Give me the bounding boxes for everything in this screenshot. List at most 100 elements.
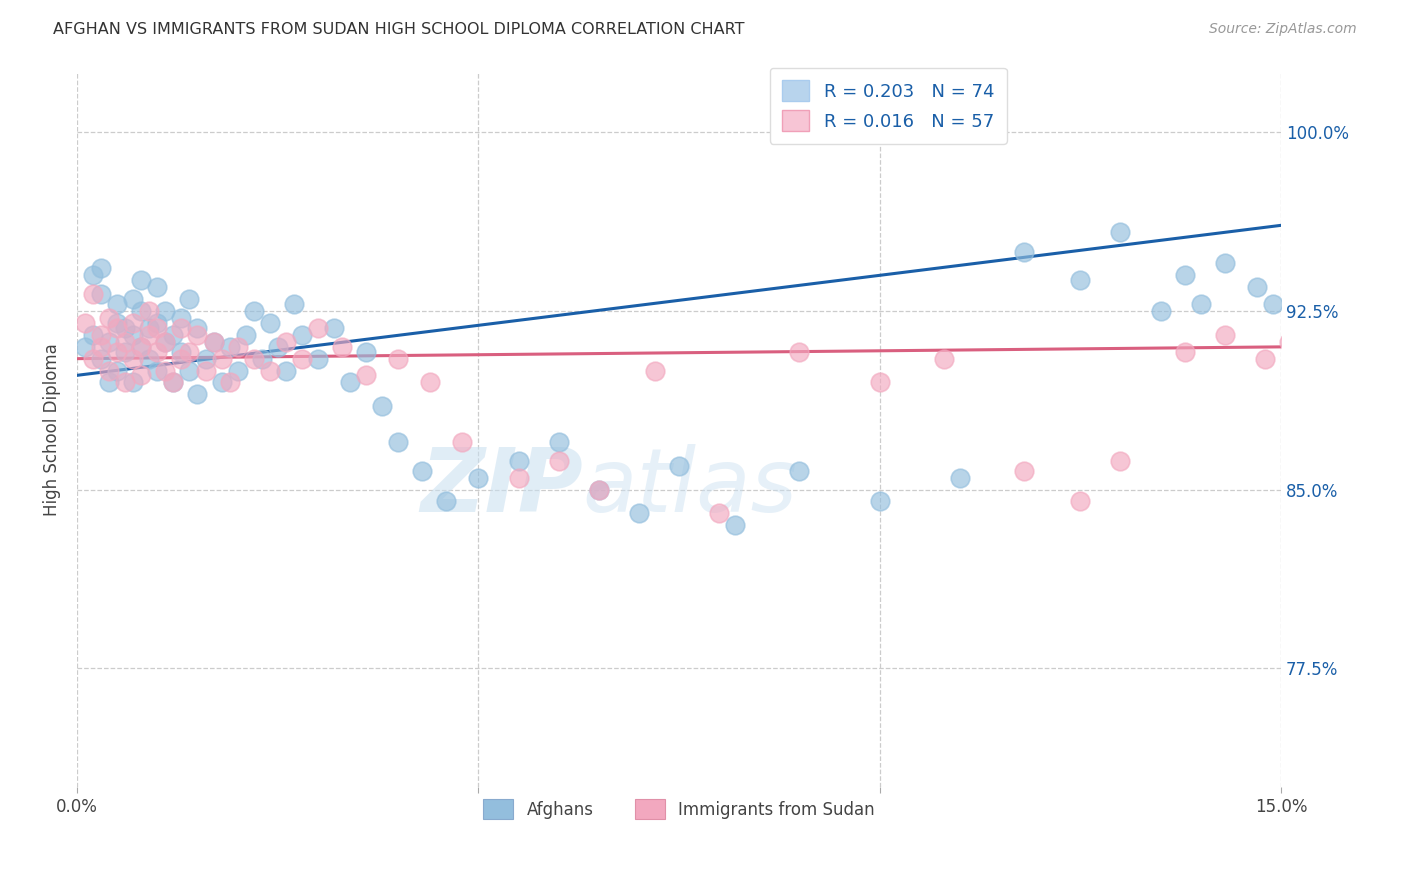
Point	[259, 363, 281, 377]
Point	[146, 316, 169, 330]
Point	[155, 334, 177, 349]
Point	[218, 340, 240, 354]
Text: ZIP: ZIP	[420, 443, 582, 531]
Text: Source: ZipAtlas.com: Source: ZipAtlas.com	[1209, 22, 1357, 37]
Point	[98, 363, 121, 377]
Point	[186, 327, 208, 342]
Point	[122, 292, 145, 306]
Point	[98, 334, 121, 349]
Point	[129, 368, 152, 383]
Point	[259, 316, 281, 330]
Point	[162, 327, 184, 342]
Point	[75, 316, 97, 330]
Point	[644, 363, 666, 377]
Point	[371, 399, 394, 413]
Point	[162, 376, 184, 390]
Point	[1310, 351, 1333, 366]
Point	[547, 454, 569, 468]
Point	[170, 344, 193, 359]
Point	[82, 268, 104, 283]
Point	[869, 494, 891, 508]
Point	[1109, 226, 1132, 240]
Point	[194, 351, 217, 366]
Point	[1189, 297, 1212, 311]
Point	[283, 297, 305, 311]
Point	[1149, 304, 1171, 318]
Point	[122, 327, 145, 342]
Point	[508, 471, 530, 485]
Point	[291, 327, 314, 342]
Point	[508, 454, 530, 468]
Point	[267, 340, 290, 354]
Point	[98, 311, 121, 326]
Point	[724, 518, 747, 533]
Point	[155, 334, 177, 349]
Point	[122, 376, 145, 390]
Point	[138, 320, 160, 334]
Point	[105, 344, 128, 359]
Point	[932, 351, 955, 366]
Legend: Afghans, Immigrants from Sudan: Afghans, Immigrants from Sudan	[477, 793, 882, 825]
Point	[242, 351, 264, 366]
Point	[138, 351, 160, 366]
Point	[1109, 454, 1132, 468]
Point	[105, 363, 128, 377]
Point	[194, 363, 217, 377]
Point	[170, 311, 193, 326]
Point	[387, 351, 409, 366]
Point	[162, 376, 184, 390]
Point	[218, 376, 240, 390]
Point	[1213, 327, 1236, 342]
Point	[98, 376, 121, 390]
Point	[242, 304, 264, 318]
Point	[202, 334, 225, 349]
Point	[122, 316, 145, 330]
Point	[114, 320, 136, 334]
Point	[226, 363, 249, 377]
Point	[588, 483, 610, 497]
Point	[211, 351, 233, 366]
Point	[339, 376, 361, 390]
Point	[419, 376, 441, 390]
Point	[547, 434, 569, 449]
Point	[274, 334, 297, 349]
Point	[668, 458, 690, 473]
Point	[1213, 256, 1236, 270]
Point	[789, 344, 811, 359]
Point	[146, 344, 169, 359]
Point	[1069, 273, 1091, 287]
Point	[129, 340, 152, 354]
Point	[114, 334, 136, 349]
Point	[226, 340, 249, 354]
Point	[90, 327, 112, 342]
Y-axis label: High School Diploma: High School Diploma	[44, 343, 60, 516]
Point	[170, 351, 193, 366]
Point	[411, 464, 433, 478]
Point	[354, 344, 377, 359]
Point	[789, 464, 811, 478]
Point	[179, 292, 201, 306]
Point	[1174, 344, 1197, 359]
Point	[1174, 268, 1197, 283]
Point	[114, 344, 136, 359]
Point	[138, 327, 160, 342]
Point	[186, 320, 208, 334]
Point	[1261, 297, 1284, 311]
Point	[434, 494, 457, 508]
Point	[129, 304, 152, 318]
Point	[211, 376, 233, 390]
Point	[155, 304, 177, 318]
Text: atlas: atlas	[582, 444, 797, 530]
Point	[274, 363, 297, 377]
Point	[90, 287, 112, 301]
Point	[146, 363, 169, 377]
Point	[129, 273, 152, 287]
Point	[467, 471, 489, 485]
Point	[588, 483, 610, 497]
Point	[82, 327, 104, 342]
Point	[186, 387, 208, 401]
Point	[1246, 280, 1268, 294]
Point	[869, 376, 891, 390]
Point	[82, 287, 104, 301]
Text: AFGHAN VS IMMIGRANTS FROM SUDAN HIGH SCHOOL DIPLOMA CORRELATION CHART: AFGHAN VS IMMIGRANTS FROM SUDAN HIGH SCH…	[53, 22, 745, 37]
